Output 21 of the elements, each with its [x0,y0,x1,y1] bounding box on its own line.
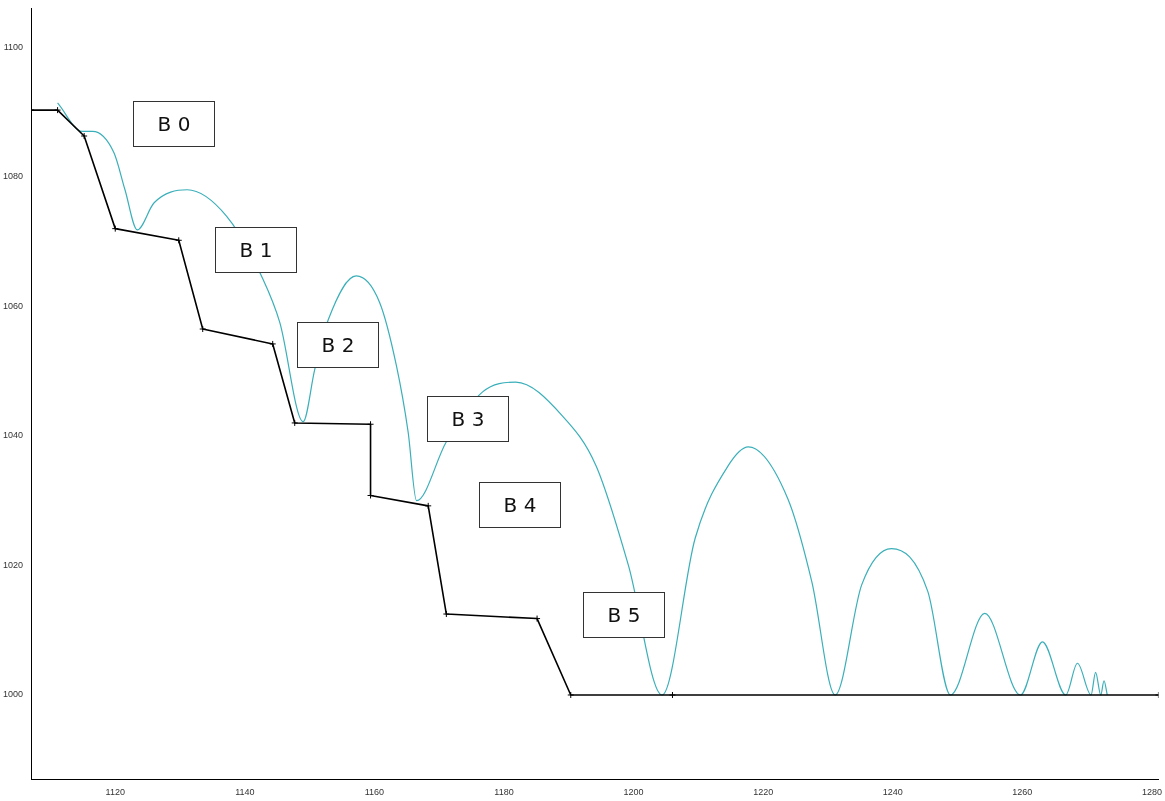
y-tick-label: 1040 [2,430,24,441]
annotation: B 4 [479,482,561,528]
x-tick-label: 1160 [364,787,385,798]
annotation: B 5 [583,592,665,638]
annotation: B 3 [427,396,509,442]
x-tick-label: 1220 [753,787,774,798]
x-tick-label: 1260 [1012,787,1033,798]
x-tick-label: 1140 [235,787,255,798]
y-tick-label: 1100 [3,41,24,52]
y-tick-label: 1000 [2,689,24,700]
x-tick-label: 1280 [1141,787,1162,798]
x-tick-label: 1240 [882,787,903,798]
annotation: B 0 [133,101,215,147]
y-tick-label: 1080 [2,171,24,182]
annotation: B 2 [297,322,379,368]
x-tick-label: 1180 [494,787,514,798]
annotation: B 1 [215,227,297,273]
x-tick-label: 1120 [105,787,125,798]
y-tick-label: 1020 [2,559,24,570]
y-tick-label: 1060 [2,300,24,311]
x-tick-label: 1200 [623,787,644,798]
